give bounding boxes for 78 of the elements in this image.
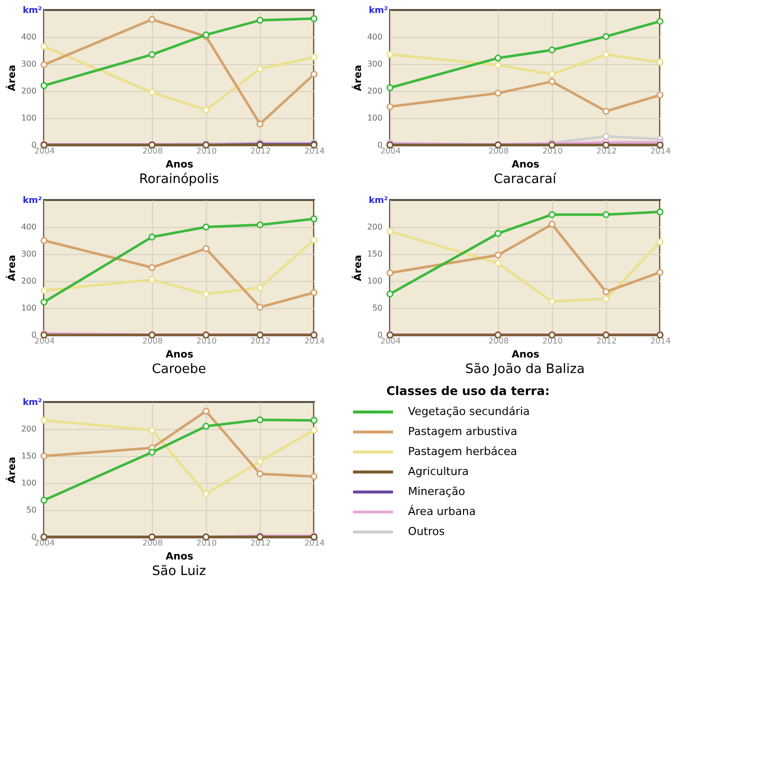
y-tick-label: 100	[21, 304, 36, 312]
text: km²	[368, 6, 388, 16]
legend-title: Classes de uso da terra:	[386, 384, 550, 398]
text: km²	[22, 398, 42, 408]
x-tick-label: 2010	[542, 336, 563, 346]
x-tick-label: 2014	[304, 146, 325, 156]
legend-label: Pastagem arbustiva	[408, 425, 518, 438]
y-tick-label: 100	[21, 114, 36, 122]
text: São Luiz	[152, 564, 206, 579]
text: km²	[22, 196, 42, 206]
y-tick-label: 50	[26, 506, 36, 514]
text: km²	[368, 196, 388, 206]
legend-label: Mineração	[408, 485, 466, 498]
x-tick-label: 2008	[488, 336, 509, 346]
y-tick-label: 300	[367, 60, 382, 68]
x-tick-label: 2014	[650, 336, 671, 346]
y-tick-label: 400	[21, 32, 36, 42]
legend-label: Outros	[408, 525, 445, 538]
y-tick-label: 300	[21, 250, 36, 258]
legend-label: Vegetação secundária	[408, 405, 530, 418]
y-tick-label: 400	[21, 222, 36, 232]
x-axis-title: Anos	[166, 350, 194, 360]
y-tick-label: 100	[367, 276, 382, 286]
x-tick-label: 2004	[34, 336, 55, 346]
x-tick-label: 2010	[196, 538, 217, 548]
x-tick-label: 2004	[380, 336, 401, 346]
x-tick-label: 2010	[196, 146, 217, 156]
text: Rorainópolis	[139, 172, 220, 187]
y-tick-label: 50	[372, 304, 382, 312]
x-tick-label: 2008	[488, 146, 509, 156]
text: São João da Baliza	[465, 362, 585, 377]
x-axis-title: Anos	[512, 160, 540, 170]
x-tick-label: 2012	[596, 146, 617, 156]
legend-label: Área urbana	[408, 504, 476, 518]
y-tick-label: 100	[367, 114, 382, 122]
x-tick-label: 2010	[542, 146, 563, 156]
x-tick-label: 2004	[34, 146, 55, 156]
text: km²	[22, 6, 42, 16]
y-tick-label: 400	[367, 32, 382, 42]
x-tick-label: 2012	[250, 146, 271, 156]
text: Caroebe	[152, 362, 206, 377]
x-tick-label: 2012	[250, 336, 271, 346]
y-tick-label: 200	[21, 276, 36, 286]
y-tick-label: 200	[21, 86, 36, 96]
x-tick-label: 2008	[142, 336, 163, 346]
y-axis-title: Área	[5, 254, 18, 282]
y-axis-title: Área	[5, 456, 18, 484]
legend-label: Agricultura	[408, 465, 469, 478]
legend-label: Pastagem herbácea	[408, 445, 518, 458]
y-tick-label: 0	[31, 140, 36, 150]
x-tick-label: 2014	[304, 336, 325, 346]
y-tick-label: 200	[367, 222, 382, 232]
x-tick-label: 2008	[142, 146, 163, 156]
x-axis-title: Anos	[166, 552, 194, 562]
x-tick-label: 2004	[34, 538, 55, 548]
x-tick-label: 2010	[196, 336, 217, 346]
x-tick-label: 2012	[596, 336, 617, 346]
y-axis-title: Área	[351, 254, 364, 282]
y-axis-title: Área	[5, 64, 18, 92]
x-axis-title: Anos	[166, 160, 194, 170]
y-tick-label: 0	[31, 330, 36, 340]
y-tick-label: 150	[367, 250, 382, 258]
y-tick-label: 0	[31, 532, 36, 542]
x-tick-label: 2008	[142, 538, 163, 548]
x-tick-label: 2004	[380, 146, 401, 156]
y-tick-label: 0	[377, 330, 382, 340]
x-tick-label: 2014	[304, 538, 325, 548]
y-tick-label: 150	[21, 452, 36, 460]
y-tick-label: 200	[21, 424, 36, 434]
text: Caracaraí	[494, 172, 557, 187]
y-tick-label: 200	[367, 86, 382, 96]
y-tick-label: 300	[21, 60, 36, 68]
y-axis-title: Área	[351, 64, 364, 92]
x-axis-title: Anos	[512, 350, 540, 360]
y-tick-label: 0	[377, 140, 382, 150]
x-tick-label: 2012	[250, 538, 271, 548]
y-tick-label: 100	[21, 478, 36, 488]
x-tick-label: 2014	[650, 146, 671, 156]
